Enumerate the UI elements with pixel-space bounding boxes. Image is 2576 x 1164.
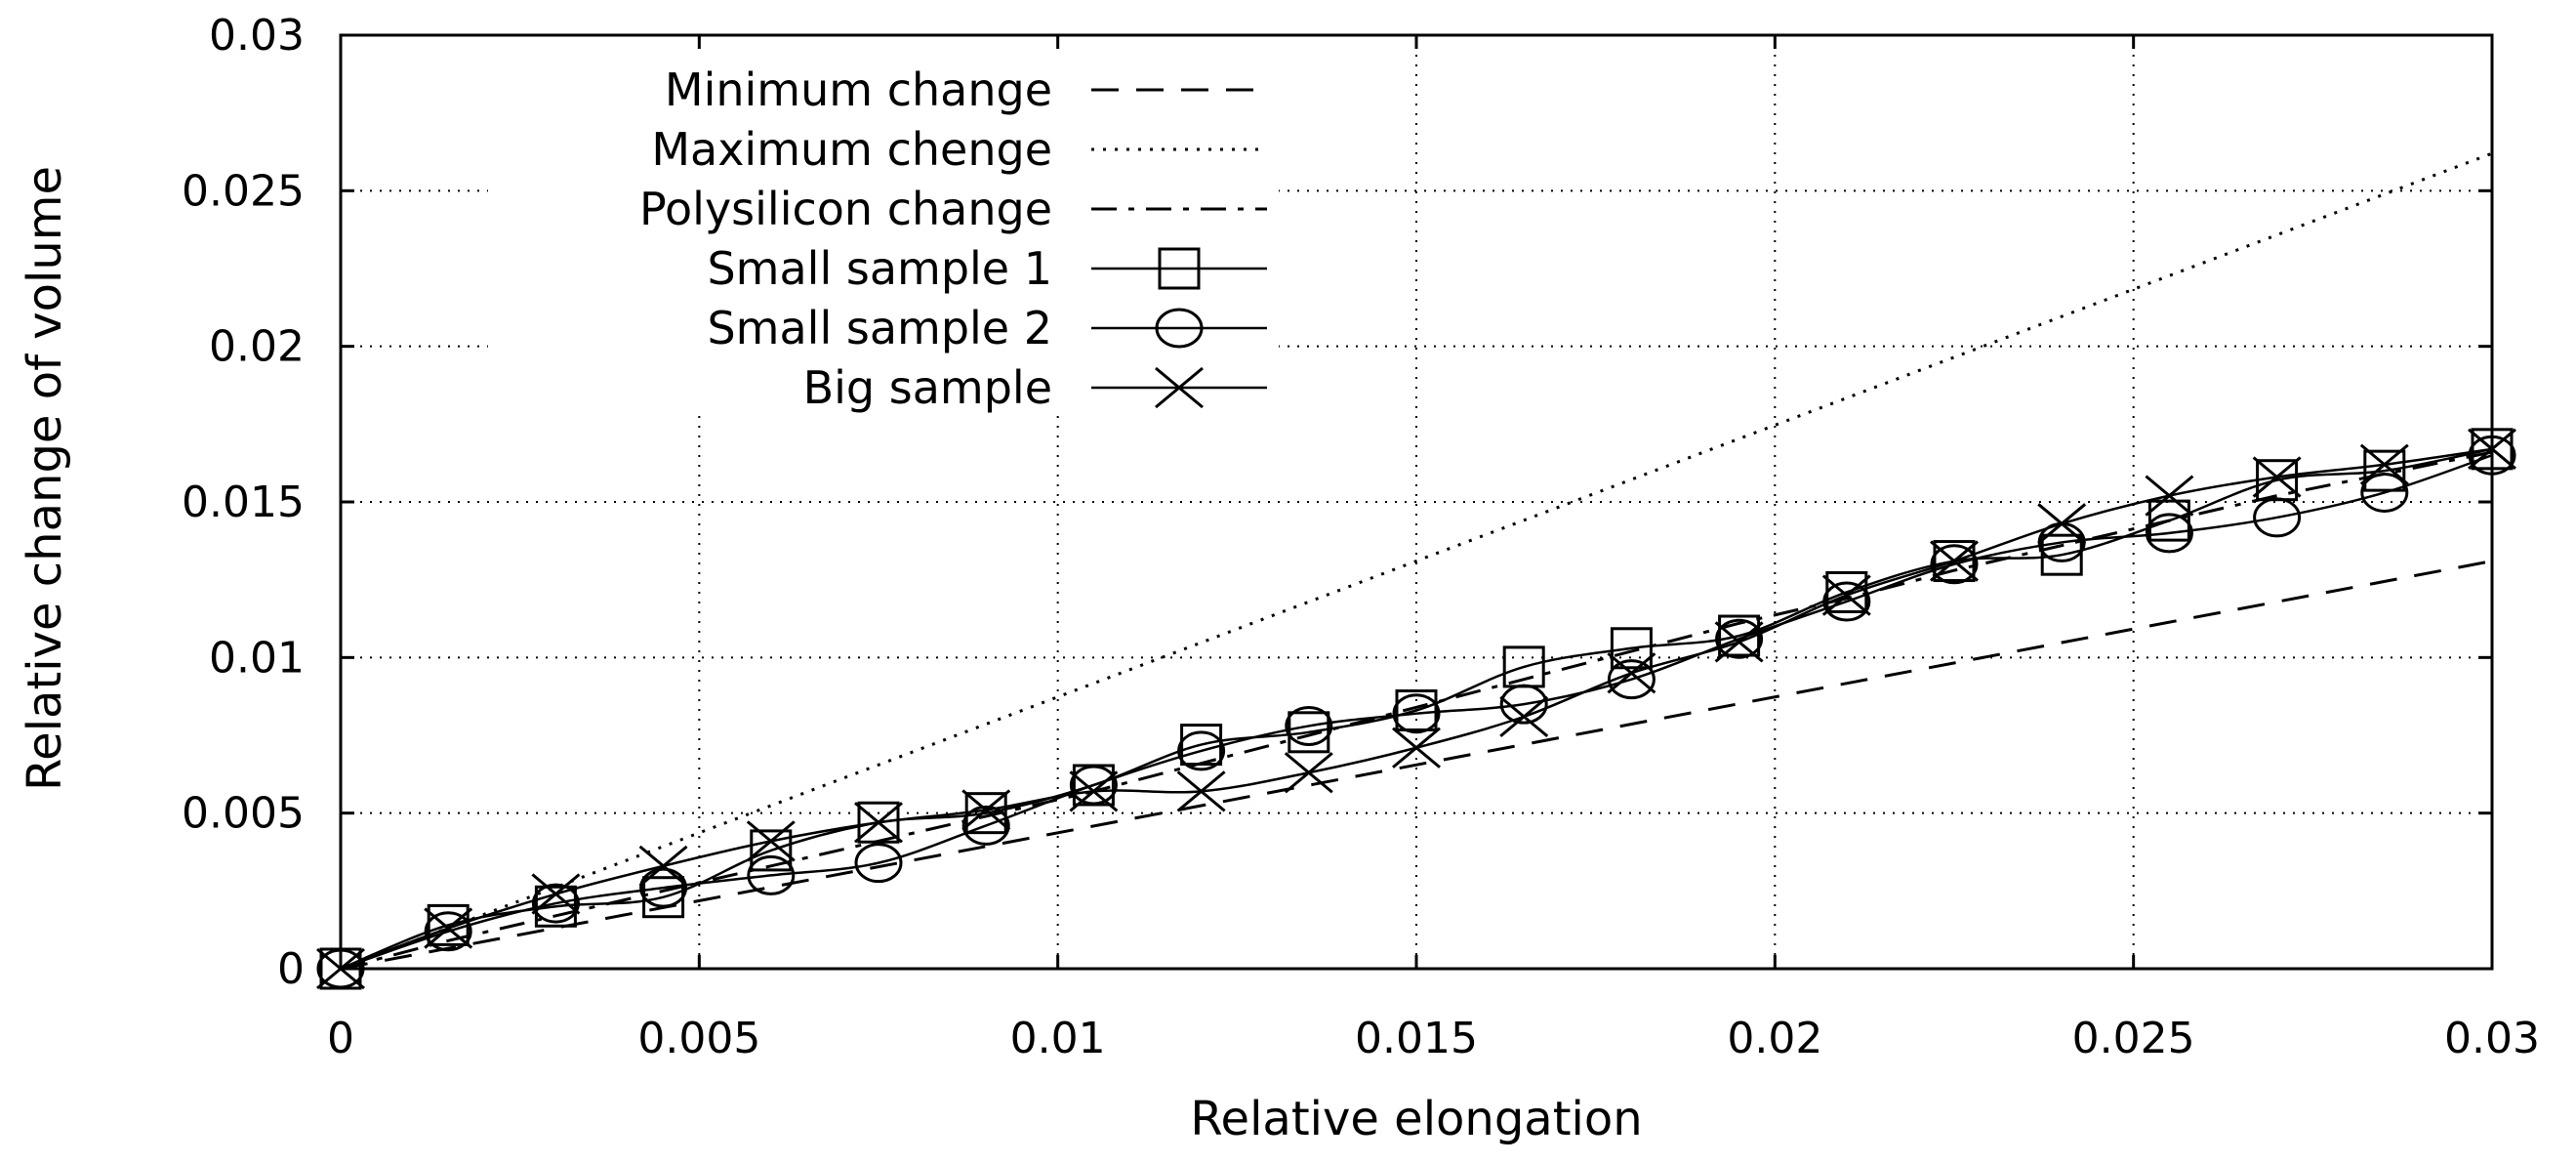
legend-box: [488, 45, 1279, 414]
circle-marker: [1822, 581, 1871, 622]
circle-marker: [1499, 684, 1548, 725]
circle-marker: [1607, 659, 1656, 700]
y-tick-label: 0.015: [182, 478, 305, 527]
legend-entry: Minimum change: [665, 63, 1267, 116]
legend-label: Minimum change: [665, 63, 1052, 116]
circle-marker: [424, 911, 472, 952]
legend-entry: Polysilicon change: [639, 183, 1267, 235]
circle-marker: [1715, 618, 1764, 659]
circle-marker: [1392, 693, 1441, 734]
square-marker: [2363, 449, 2406, 492]
x-marker: [1714, 621, 1764, 663]
y-tick-label: 0.025: [182, 166, 305, 216]
x-marker: [1392, 727, 1441, 769]
legend-label: Small sample 1: [707, 242, 1052, 295]
square-marker: [1718, 614, 1761, 657]
x-tick-label: 0.02: [1727, 1014, 1822, 1063]
series-line: [340, 560, 2493, 971]
square-marker: [750, 829, 793, 872]
circle-marker: [639, 867, 688, 908]
x-marker: [1176, 770, 1226, 812]
square-marker: [1158, 247, 1201, 290]
x-tick-label: 0.015: [1355, 1014, 1478, 1063]
circle-marker: [531, 883, 580, 924]
series-line: [340, 454, 2493, 971]
y-tick-label: 0.01: [209, 633, 305, 683]
y-tick-label: 0.02: [209, 322, 305, 372]
axis-ticks: 0 0.005 0.01 0.015 0.02 0.025 0.03 0 0.005 0.01 0.…: [182, 11, 2540, 1063]
square-marker: [1395, 689, 1438, 732]
legend-entry: Maximum chenge: [651, 123, 1267, 176]
square-marker: [1933, 540, 1976, 583]
series-small-sample-1: [319, 428, 2514, 990]
circle-marker: [2253, 497, 2302, 538]
legend-label: Maximum chenge: [651, 123, 1052, 176]
square-marker: [1610, 627, 1653, 670]
square-marker: [2147, 499, 2190, 542]
circle-marker: [747, 854, 796, 895]
x-marker: [854, 802, 903, 844]
series-line: [340, 151, 2493, 971]
circle-marker: [1155, 308, 1204, 349]
x-marker: [638, 845, 688, 887]
x-tick-label: 0: [327, 1014, 354, 1063]
x-marker: [1821, 574, 1871, 616]
x-marker: [2252, 456, 2302, 498]
legend-entry: Small sample 1: [707, 242, 1267, 295]
legend-entry: Big sample: [803, 361, 1267, 414]
square-marker: [2040, 533, 2083, 576]
series-line: [340, 447, 2493, 971]
x-marker: [2359, 443, 2409, 485]
circle-marker: [2360, 472, 2409, 513]
x-tick-label: 0.005: [637, 1014, 760, 1063]
x-tick-label: 0.01: [1010, 1014, 1106, 1063]
circle-marker: [961, 805, 1010, 846]
y-tick-label: 0.03: [209, 11, 305, 61]
series-layer: [316, 151, 2516, 990]
legend-label: Polysilicon change: [639, 183, 1052, 235]
square-marker: [857, 801, 900, 844]
series-maximum-chenge: [340, 151, 2493, 971]
series-big-sample: [316, 428, 2516, 990]
y-axis-title: Relative change of volume: [18, 166, 72, 791]
x-marker: [2037, 503, 2087, 545]
x-marker: [961, 789, 1011, 831]
x-marker: [1155, 366, 1204, 409]
grid: [341, 35, 2492, 969]
x-marker: [2145, 475, 2194, 517]
legend-label: Big sample: [803, 361, 1052, 414]
x-marker: [424, 907, 473, 949]
circle-marker: [1069, 765, 1118, 806]
circle-marker: [854, 843, 903, 884]
legend-entry: Small sample 2: [707, 302, 1267, 354]
legend-background: [488, 45, 1279, 414]
legend: Minimum change Maximum chenge Polysilicon …: [639, 63, 1267, 414]
x-marker: [1499, 695, 1549, 738]
x-marker: [1069, 770, 1119, 812]
x-marker: [531, 873, 581, 915]
y-tick-label: 0.005: [182, 789, 305, 839]
x-axis-title: Relative elongation: [1190, 1092, 1642, 1146]
legend-label: Small sample 2: [707, 302, 1052, 354]
series-small-sample-2: [316, 435, 2516, 989]
square-marker: [1288, 711, 1330, 754]
x-tick-label: 0.025: [2072, 1014, 2195, 1063]
circle-marker: [1285, 705, 1333, 746]
circle-marker: [1177, 730, 1226, 771]
series-minimum-change: [340, 560, 2493, 971]
x-marker: [1930, 540, 1979, 582]
circle-marker: [2145, 513, 2193, 554]
y-tick-label: 0: [277, 944, 305, 994]
circle-marker: [1930, 544, 1979, 585]
x-tick-label: 0.03: [2444, 1014, 2540, 1063]
x-marker: [746, 820, 796, 862]
x-marker: [1284, 752, 1333, 794]
x-marker: [1607, 652, 1656, 694]
